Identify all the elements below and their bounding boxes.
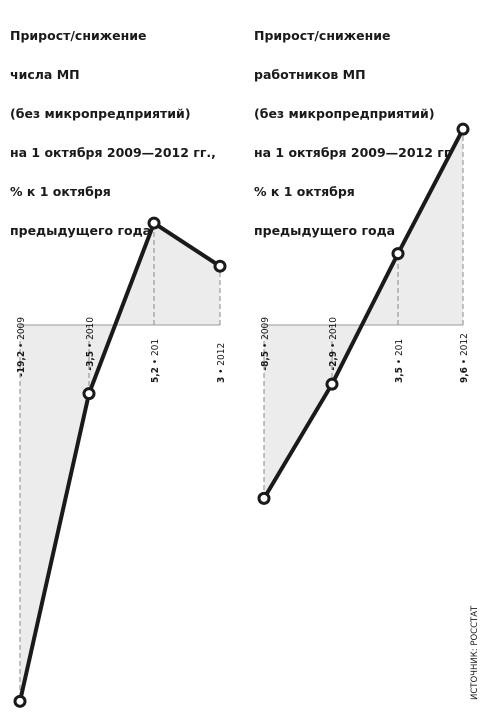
title-line: % к 1 октября bbox=[254, 183, 355, 199]
tick-year: • 2009 bbox=[16, 317, 27, 351]
tick-value: -19,2 bbox=[16, 351, 27, 377]
tick-label: 3,5 • 201 bbox=[394, 339, 405, 383]
data-point bbox=[391, 247, 405, 261]
title-line: на 1 октября 2009—2012 гг., bbox=[10, 144, 216, 160]
tick-value: 3,5 bbox=[394, 367, 405, 383]
tick-label: -3,5 • 2010 bbox=[85, 317, 96, 371]
tick-year: • 201 bbox=[394, 339, 405, 367]
tick-year: • 2012 bbox=[459, 333, 470, 367]
tick-value: 3 bbox=[216, 377, 227, 383]
tick-label: -19,2 • 2009 bbox=[16, 317, 27, 377]
tick-label: -2,9 • 2010 bbox=[328, 317, 339, 371]
title-line: предыдущего года bbox=[254, 222, 396, 238]
title-line: % к 1 октября bbox=[10, 183, 111, 199]
tick-value: -8,5 bbox=[260, 351, 271, 371]
tick-value: -3,5 bbox=[85, 351, 96, 371]
title-line: Прирост/снижение bbox=[254, 27, 391, 43]
title-line: числа МП bbox=[10, 66, 80, 82]
data-point bbox=[325, 377, 339, 391]
title-line: Прирост/снижение bbox=[10, 27, 147, 43]
tick-year: • 201 bbox=[150, 339, 161, 367]
data-point bbox=[456, 122, 470, 136]
tick-value: 5,2 bbox=[150, 367, 161, 383]
title-line: (без микропредприятий) bbox=[254, 105, 435, 121]
chart-right: -8,5 • 2009 -2,9 • 2010 3,5 • 201 9,6 • 201… bbox=[257, 122, 470, 505]
tick-value: 9,6 bbox=[459, 367, 470, 383]
area-fill bbox=[264, 129, 463, 499]
tick-label: -8,5 • 2009 bbox=[260, 317, 271, 371]
left-chart-title: Прирост/снижение числа МП (без микропред… bbox=[10, 6, 240, 260]
series-line bbox=[262, 128, 465, 500]
data-point bbox=[257, 491, 271, 505]
title-line: (без микропредприятий) bbox=[10, 105, 191, 121]
tick-value: -2,9 bbox=[328, 351, 339, 371]
data-point bbox=[147, 216, 161, 230]
tick-label: 5,2 • 201 bbox=[150, 339, 161, 383]
data-point bbox=[213, 259, 227, 273]
tick-year: • 2012 bbox=[216, 343, 227, 377]
title-line: предыдущего года bbox=[10, 222, 152, 238]
series-line bbox=[18, 221, 222, 702]
chart-left: -19,2 • 2009 -3,5 • 2010 5,2 • 201 3 • 2012 bbox=[13, 216, 227, 708]
data-point bbox=[13, 694, 27, 708]
tick-year: • 2010 bbox=[328, 317, 339, 351]
tick-year: • 2010 bbox=[85, 317, 96, 351]
tick-label: 9,6 • 2012 bbox=[459, 333, 470, 383]
data-point bbox=[82, 387, 96, 401]
title-line: работников МП bbox=[254, 66, 366, 82]
tick-year: • 2009 bbox=[260, 317, 271, 351]
area-fill bbox=[20, 223, 220, 702]
tick-label: 3 • 2012 bbox=[216, 343, 227, 383]
source-note: ИСТОЧНИК: РОССТАТ bbox=[470, 605, 480, 700]
